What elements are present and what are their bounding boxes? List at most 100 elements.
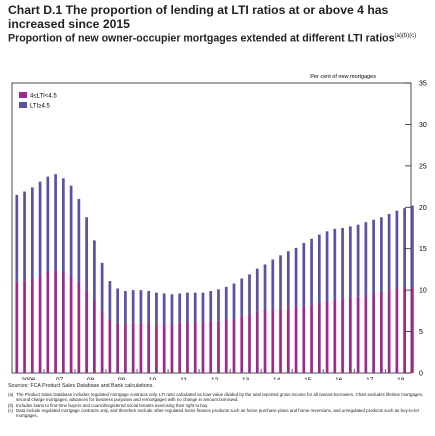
x-tick-label: 2006: [21, 377, 36, 380]
bar-lti-4-to-4-5: [364, 295, 368, 373]
y-axis: 0 5 10 15 20 25 30 35: [405, 81, 427, 378]
x-tick-label: 12: [211, 377, 219, 380]
bar-lti-4-5-plus: [54, 174, 57, 271]
legend-label-lti-4-to-4-5: 4≤LTI<4.5: [30, 94, 57, 100]
bar-lti-4-5-plus: [271, 259, 275, 310]
bar-lti-4-to-4-5: [85, 290, 88, 373]
x-tick-label: 08: [87, 377, 95, 380]
bar-lti-4-5-plus: [93, 240, 96, 301]
y-tick-label: 0: [419, 371, 423, 378]
bar-lti-4-5-plus: [286, 251, 290, 309]
bar-lti-4-to-4-5: [201, 322, 205, 373]
bar-lti-4-5-plus: [310, 238, 313, 305]
bar-lti-4-to-4-5: [271, 309, 275, 373]
bar-lti-4-to-4-5: [170, 324, 174, 373]
x-axis: 2006 07 08 09 10 11 12 13 14 15 16 17 18: [21, 369, 405, 380]
bar-lti-4-to-4-5: [69, 275, 73, 373]
bar-lti-4-to-4-5: [77, 281, 81, 373]
bar-lti-4-to-4-5: [325, 300, 329, 373]
bar-lti-4-to-4-5: [147, 323, 151, 373]
lti-chart: Per cent of new mortgages 0 5 10 15 20 25 30 35…: [11, 74, 427, 380]
x-tick-label: 16: [335, 377, 343, 380]
bar-lti-4-to-4-5: [310, 304, 313, 373]
bar-lti-4-5-plus: [131, 290, 135, 324]
bar-lti-4-5-plus: [23, 191, 26, 281]
bar-lti-4-5-plus: [116, 288, 120, 324]
subtitle-text: Proportion of new owner-occupier mortgag…: [8, 32, 395, 45]
bar-lti-4-to-4-5: [395, 288, 399, 373]
bar-group: [15, 174, 414, 373]
x-tick-label: 13: [242, 377, 250, 380]
bar-lti-4-5-plus: [279, 255, 282, 309]
bar-lti-4-to-4-5: [61, 271, 65, 373]
legend-swatch-lti-4-5-plus: [19, 102, 27, 108]
bar-lti-4-5-plus: [155, 292, 158, 325]
footnote-c: (c) Data include regulated mortgage contr…: [8, 408, 428, 419]
bar-lti-4-to-4-5: [224, 319, 228, 373]
x-tick-label: 07: [56, 377, 64, 380]
bar-lti-4-5-plus: [263, 264, 267, 311]
bar-lti-4-to-4-5: [341, 298, 344, 373]
bar-lti-4-5-plus: [162, 293, 166, 325]
bar-lti-4-5-plus: [85, 217, 88, 291]
y-tick-label: 5: [419, 329, 423, 336]
footnote-text: Data include regulated mortgage contract…: [16, 407, 419, 419]
x-tick-label: 18: [397, 377, 405, 380]
footnote-b: (b) Includes loans to first-time buyers a…: [8, 403, 428, 408]
bar-lti-4-to-4-5: [387, 290, 391, 373]
bar-lti-4-to-4-5: [372, 293, 375, 373]
bar-lti-4-to-4-5: [286, 308, 290, 373]
bar-lti-4-to-4-5: [240, 315, 244, 373]
bar-lti-4-5-plus: [61, 178, 65, 272]
bar-lti-4-5-plus: [380, 217, 383, 292]
bar-lti-4-to-4-5: [380, 291, 383, 373]
bar-lti-4-5-plus: [387, 213, 391, 291]
chart-subtitle: Proportion of new owner-occupier mortgag…: [8, 30, 428, 46]
bar-lti-4-to-4-5: [248, 314, 251, 373]
bar-lti-4-to-4-5: [54, 270, 57, 373]
bar-lti-4-to-4-5: [178, 323, 182, 373]
bar-lti-4-to-4-5: [155, 324, 158, 373]
sources-note: Sources: FCA Product Sales Database and …: [8, 383, 154, 389]
footnote-a: (a) The Product Sales Database includes r…: [8, 392, 428, 403]
bar-lti-4-to-4-5: [108, 319, 112, 373]
bar-lti-4-5-plus: [186, 292, 189, 323]
legend-swatch-lti-4-to-4-5: [19, 92, 27, 98]
legend: 4≤LTI<4.5 LTI≥4.5: [16, 88, 68, 112]
bar-lti-4-to-4-5: [294, 307, 298, 373]
x-tick-label: 15: [304, 377, 312, 380]
bar-lti-4-to-4-5: [193, 322, 197, 373]
bar-lti-4-5-plus: [147, 290, 151, 324]
bar-lti-4-5-plus: [193, 292, 197, 323]
legend-label-lti-4-5-plus: LTI≥4.5: [30, 104, 51, 110]
bar-lti-4-5-plus: [356, 224, 360, 297]
bar-lti-4-to-4-5: [38, 275, 42, 373]
y-tick-label: 20: [419, 205, 427, 212]
bar-lti-4-5-plus: [232, 283, 236, 319]
bar-lti-4-to-4-5: [348, 297, 352, 373]
y-tick-label: 10: [419, 288, 427, 295]
chart-title: Chart D.1 The proportion of lending at L…: [8, 3, 389, 31]
bar-lti-4-5-plus: [77, 199, 81, 282]
bar-lti-4-to-4-5: [46, 271, 50, 373]
bar-lti-4-5-plus: [69, 185, 73, 276]
bar-lti-4-to-4-5: [139, 323, 143, 373]
bar-lti-4-5-plus: [124, 290, 127, 325]
bar-lti-4-5-plus: [333, 228, 337, 300]
bar-lti-4-5-plus: [38, 181, 42, 276]
footnote-mark: (b): [8, 402, 14, 408]
bar-lti-4-to-4-5: [263, 310, 267, 373]
bar-lti-4-5-plus: [411, 205, 414, 287]
bar-lti-4-5-plus: [317, 234, 321, 303]
x-tick-label: 09: [118, 377, 126, 380]
bar-lti-4-to-4-5: [317, 302, 321, 373]
bar-lti-4-to-4-5: [403, 287, 406, 373]
bar-lti-4-5-plus: [248, 274, 251, 315]
bar-lti-4-to-4-5: [302, 305, 306, 373]
bar-lti-4-to-4-5: [186, 322, 189, 373]
bar-lti-4-to-4-5: [116, 323, 120, 373]
bar-lti-4-5-plus: [364, 222, 368, 296]
bar-lti-4-5-plus: [46, 176, 50, 272]
bar-lti-4-5-plus: [139, 290, 143, 324]
footnote-mark: (c): [8, 407, 14, 413]
